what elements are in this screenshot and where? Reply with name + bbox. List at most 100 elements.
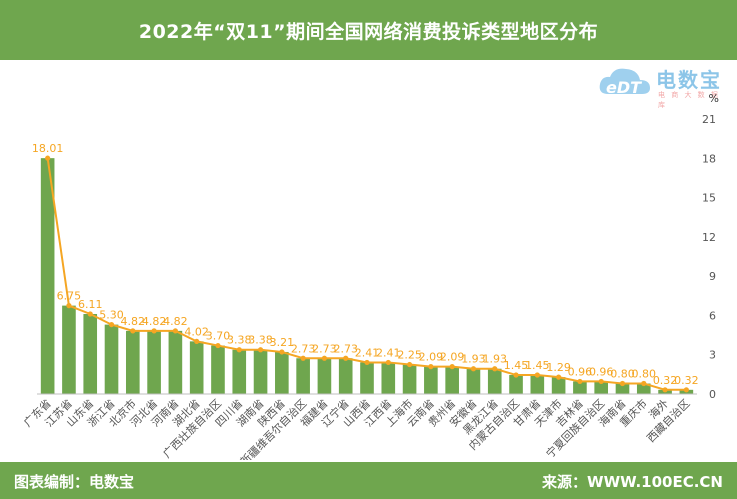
line-point-14 (321, 355, 328, 361)
line-point-30 (662, 387, 668, 393)
data-label-22: 1.93 (482, 353, 507, 366)
data-label-28: 0.80 (610, 368, 635, 381)
bar-24 (530, 375, 545, 394)
bar-9 (211, 345, 225, 394)
y-tick-label: 9 (709, 270, 716, 283)
logo-sub: 电 商 大 数 据 库 (658, 91, 720, 109)
data-label-5: 4.82 (121, 315, 146, 328)
data-label-7: 4.82 (163, 315, 188, 328)
data-label-2: 6.75 (57, 290, 82, 303)
bar-20 (445, 366, 459, 394)
data-label-29: 0.80 (632, 368, 657, 381)
data-label-23: 1.45 (504, 359, 529, 372)
y-tick-label: 6 (709, 309, 716, 322)
logo: eDT 电数宝 电 商 大 数 据 库 (596, 62, 726, 109)
bar-23 (509, 375, 523, 394)
logo-cloud-icon: eDT (599, 68, 650, 97)
y-tick-label: 18 (702, 152, 716, 165)
data-label-4: 5.30 (99, 309, 124, 322)
line-point-17 (385, 359, 391, 366)
line-point-11 (257, 347, 264, 353)
bar-18 (402, 364, 417, 394)
line-point-10 (236, 347, 242, 353)
data-label-11: 3.38 (248, 334, 273, 347)
line-point-26 (577, 378, 583, 385)
line-point-4 (108, 321, 115, 328)
data-label-17: 2.41 (376, 346, 401, 359)
line-point-27 (598, 378, 604, 385)
data-label-16: 2.41 (355, 346, 380, 359)
bar-3 (83, 313, 98, 394)
line-point-6 (151, 328, 157, 334)
footer-source: 来源：WWW.100EC.CN (542, 473, 723, 491)
data-label-20: 2.09 (440, 351, 465, 364)
y-tick-label: 0 (709, 388, 716, 401)
data-label-30: 0.32 (653, 374, 678, 387)
title-bar: 2022年“双11”期间全国网络消费投诉类型地区分布 (0, 0, 737, 60)
y-tick-label: 21 (702, 113, 716, 126)
line-point-15 (343, 355, 349, 361)
bar-10 (232, 349, 247, 394)
bar-5 (125, 330, 140, 394)
data-label-6: 4.82 (142, 315, 167, 328)
line-point-12 (279, 349, 285, 355)
line-point-16 (364, 359, 370, 366)
line-point-7 (172, 328, 178, 334)
bar-29 (636, 383, 651, 394)
y-tick-label: 15 (702, 192, 716, 205)
logo-cn: 电数宝 (656, 68, 722, 92)
data-label-12: 3.21 (270, 336, 295, 349)
bar-8 (189, 341, 204, 394)
bar-4 (104, 324, 119, 394)
data-label-31: 0.32 (674, 374, 699, 387)
data-label-26: 0.96 (568, 365, 593, 378)
data-label-19: 2.09 (419, 351, 444, 364)
line-point-23 (513, 372, 519, 378)
bar-11 (253, 349, 268, 394)
line-point-18 (406, 361, 413, 368)
line-point-9 (215, 342, 221, 349)
bar-21 (466, 368, 481, 394)
bar-6 (147, 330, 161, 394)
bar-12 (275, 351, 289, 394)
y-tick-label: 12 (702, 231, 716, 244)
line-point-2 (66, 303, 72, 309)
bar-16 (360, 362, 374, 394)
line-point-25 (556, 374, 562, 380)
footer-credit: 图表编制：电数宝 (14, 473, 135, 491)
data-label-24: 1.45 (525, 359, 550, 372)
line-point-13 (300, 355, 306, 361)
bar-7 (168, 330, 183, 394)
bar-25 (551, 377, 566, 394)
data-label-1: 18.01 (32, 142, 64, 155)
line-point-31 (683, 387, 689, 393)
bar-19 (424, 366, 438, 394)
line-point-24 (534, 372, 540, 378)
bar-17 (381, 362, 396, 394)
line-point-5 (130, 328, 136, 334)
bar-22 (487, 368, 502, 394)
data-label-27: 0.96 (589, 365, 614, 378)
bar-15 (338, 358, 353, 394)
chart-title: 2022年“双11”期间全国网络消费投诉类型地区分布 (138, 20, 599, 43)
bar-2 (62, 305, 76, 394)
bar-14 (317, 358, 332, 394)
bar-26 (573, 381, 587, 394)
data-label-8: 4.02 (184, 325, 209, 338)
footer-bar: 图表编制：电数宝 来源：WWW.100EC.CN (0, 462, 737, 499)
line-point-20 (449, 364, 455, 370)
line-point-22 (492, 366, 498, 372)
logo-en: eDT (606, 78, 642, 97)
line-point-3 (87, 311, 93, 317)
chart-svg: 18.016.756.115.304.824.824.824.023.703.3… (21, 92, 719, 460)
data-label-14: 2.73 (312, 342, 337, 355)
bar-1 (40, 158, 55, 394)
line-point-21 (470, 366, 477, 372)
data-label-15: 2.73 (333, 342, 358, 355)
data-label-3: 6.11 (78, 298, 103, 311)
bar-27 (594, 381, 609, 394)
data-label-9: 3.70 (206, 330, 231, 343)
data-label-21: 1.93 (461, 353, 486, 366)
data-label-13: 2.73 (291, 342, 316, 355)
